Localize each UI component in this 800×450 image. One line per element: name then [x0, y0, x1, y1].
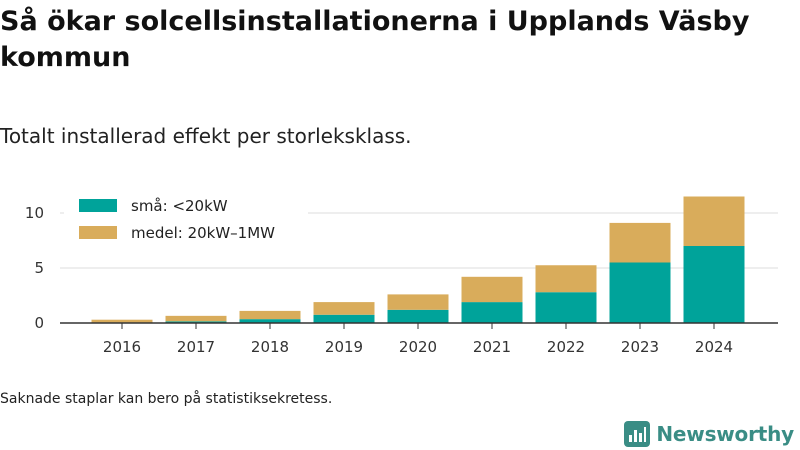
stacked-bar-chart: 0 5 10 2016 2017 2018 2019 2020 2021 2022 2023 2024… — [24, 190, 778, 356]
bar-segment-small — [239, 319, 301, 323]
legend: små: <20kW medel: 20kW–1MW — [64, 190, 308, 250]
bar-segment-medium — [165, 315, 227, 322]
bar-segment-medium — [91, 319, 153, 323]
x-tick-label: 2023 — [621, 338, 659, 356]
x-tick-label: 2016 — [103, 338, 141, 356]
bar-segment-small — [313, 314, 375, 323]
newsworthy-logo-icon — [624, 421, 651, 447]
bar-segment-medium — [535, 265, 597, 293]
y-tick-label: 5 — [34, 259, 44, 277]
x-tick-label: 2020 — [399, 338, 437, 356]
bar-segment-small — [387, 309, 449, 323]
bar-segment-small — [609, 262, 671, 323]
legend-swatch — [79, 226, 117, 239]
bar-segment-small — [165, 321, 227, 323]
x-tick-label: 2019 — [325, 338, 363, 356]
footnote: Saknade staplar kan bero på statistiksek… — [0, 391, 333, 407]
bar-segment-small — [683, 246, 745, 323]
bar-segment-medium — [683, 196, 745, 246]
legend-label: medel: 20kW–1MW — [131, 224, 275, 242]
legend-swatch — [79, 199, 117, 212]
bar-segment-medium — [313, 302, 375, 315]
y-tick-label: 10 — [25, 204, 44, 222]
x-tick-label: 2022 — [547, 338, 585, 356]
x-tick-label: 2024 — [695, 338, 733, 356]
x-tick-label: 2017 — [177, 338, 215, 356]
bar-segment-medium — [387, 294, 449, 310]
bars — [91, 196, 745, 323]
bar-segment-small — [461, 302, 523, 323]
x-tick-label: 2018 — [251, 338, 289, 356]
brand-name: Newsworthy — [656, 422, 794, 446]
brand-logo: Newsworthy — [624, 420, 794, 448]
bar-segment-medium — [461, 276, 523, 303]
legend-label: små: <20kW — [131, 197, 228, 215]
y-tick-label: 0 — [34, 314, 44, 332]
chart-title: Så ökar solcellsinstallationerna i Uppla… — [0, 6, 750, 73]
bar-segment-medium — [239, 310, 301, 320]
bar-segment-medium — [609, 222, 671, 263]
bar-segment-small — [535, 292, 597, 323]
chart-subtitle: Totalt installerad effekt per storlekskl… — [0, 124, 412, 148]
axes: 0 5 10 2016 2017 2018 2019 2020 2021 2022 2023 2024 — [25, 204, 778, 356]
x-tick-label: 2021 — [473, 338, 511, 356]
